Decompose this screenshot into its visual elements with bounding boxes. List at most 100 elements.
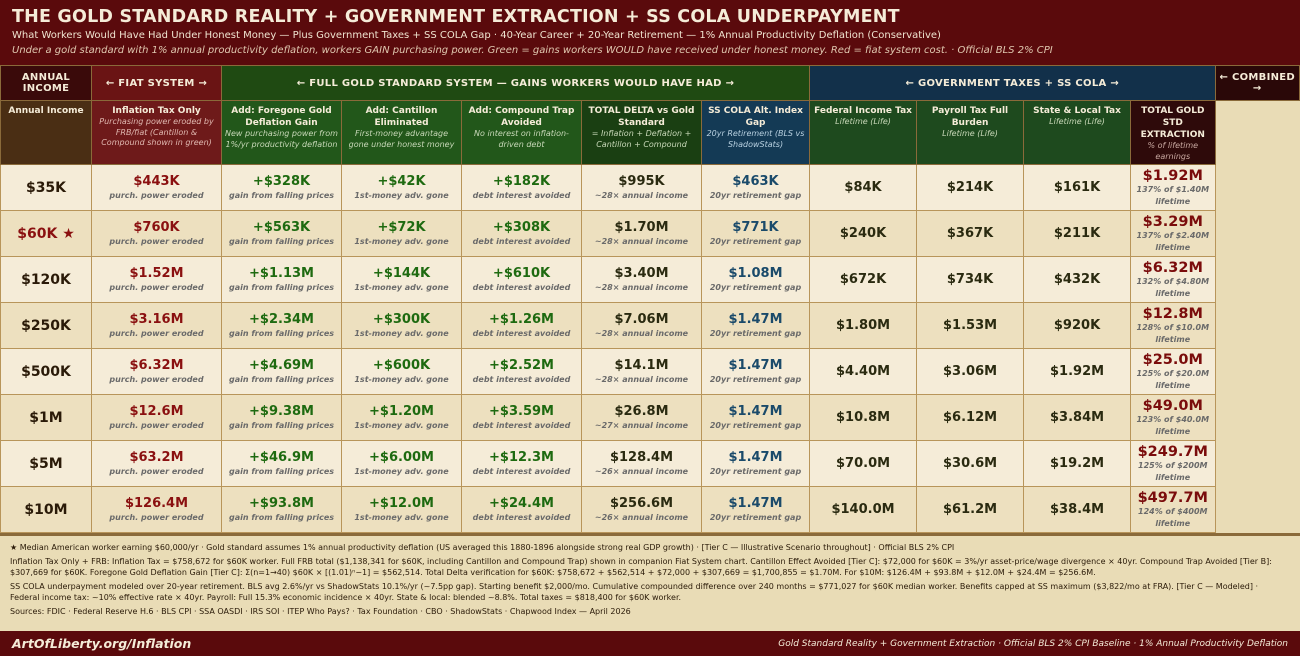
combined-note: 132% of $4.80M lifetime — [1136, 276, 1210, 298]
state-cell: $161K — [1023, 164, 1132, 211]
total-value: $995K — [618, 173, 665, 189]
inflation-cell: $12.6M purch. power eroded — [91, 394, 222, 441]
inflation-note: purch. power eroded — [109, 190, 204, 200]
group-combined: ← COMBINED → — [1214, 65, 1300, 101]
state-cell: $38.4M — [1023, 486, 1132, 533]
combined-note: 128% of $10.0M lifetime — [1136, 322, 1210, 344]
cola-value: $1.47M — [728, 449, 783, 465]
site-link[interactable]: ArtOfLiberty.org/Inflation — [12, 636, 192, 651]
column-note: % of lifetime earnings — [1147, 141, 1199, 161]
payroll-value: $734K — [946, 271, 994, 287]
cantillon-note: 1st-money adv. gone — [354, 420, 449, 430]
deflation-note: gain from falling prices — [228, 190, 335, 200]
column-title: SS COLA Alt. Index Gap — [708, 106, 803, 128]
column-title: Add: Compound Trap Avoided — [468, 106, 575, 128]
inflation-value: $6.32M — [129, 357, 184, 373]
cantillon-cell: +$72K 1st-money adv. gone — [341, 210, 462, 257]
state-cell: $432K — [1023, 256, 1132, 303]
cantillon-note: 1st-money adv. gone — [354, 374, 449, 384]
combined-value: $1.92M — [1142, 167, 1203, 184]
total-note: ~28× annual income — [594, 282, 689, 292]
cola-note: 20yr retirement gap — [709, 466, 802, 476]
federal-cell: $10.8M — [809, 394, 918, 441]
combined-value: $25.0M — [1142, 351, 1203, 368]
federal-cell: $4.40M — [809, 348, 918, 395]
combined-note: 124% of $400M lifetime — [1138, 506, 1208, 528]
column-title: Inflation Tax Only — [112, 106, 201, 116]
income-cell: $120K — [0, 256, 92, 303]
table-row: $1M $12.6M purch. power eroded +$9.38M gain … — [0, 394, 1300, 441]
compound-cell: +$3.59M debt interest avoided — [461, 394, 582, 441]
total-cell: $256.6M ~26× annual income — [581, 486, 702, 533]
state-cell: $1.92M — [1023, 348, 1132, 395]
inflation-value: $63.2M — [129, 449, 184, 465]
compound-note: debt interest avoided — [472, 420, 571, 430]
state-cell: $3.84M — [1023, 394, 1132, 441]
combined-cell: $12.8M 128% of $10.0M lifetime — [1130, 302, 1216, 349]
column-note: No interest on inflation-driven debt — [474, 129, 569, 149]
federal-value: $1.80M — [836, 317, 891, 333]
income-cell: $1M — [0, 394, 92, 441]
state-value: $211K — [1053, 225, 1101, 241]
combined-note: 137% of $2.40M lifetime — [1136, 230, 1210, 252]
cantillon-cell: +$6.00M 1st-money adv. gone — [341, 440, 462, 487]
cola-value: $1.08M — [728, 265, 783, 281]
state-cell: $920K — [1023, 302, 1132, 349]
compound-note: debt interest avoided — [472, 328, 571, 338]
column-title: State & Local Tax — [1033, 106, 1121, 116]
payroll-cell: $214K — [916, 164, 1025, 211]
compound-note: debt interest avoided — [472, 190, 571, 200]
compound-cell: +$308K debt interest avoided — [461, 210, 582, 257]
inflation-note: purch. power eroded — [109, 420, 204, 430]
column-title: TOTAL DELTA vs Gold Standard — [588, 106, 695, 128]
compound-cell: +$12.3M debt interest avoided — [461, 440, 582, 487]
cola-cell: $1.47M 20yr retirement gap — [700, 394, 811, 441]
deflation-cell: +$2.34M gain from falling prices — [221, 302, 342, 349]
deflation-value: +$4.69M — [249, 357, 314, 373]
cantillon-value: +$42K — [377, 173, 426, 189]
cola-cell: $1.08M 20yr retirement gap — [700, 256, 811, 303]
column-header: State & Local Tax Lifetime (Life) — [1023, 100, 1132, 165]
inflation-cell: $6.32M purch. power eroded — [91, 348, 222, 395]
cola-note: 20yr retirement gap — [709, 420, 802, 430]
total-value: $26.8M — [614, 403, 669, 419]
column-header: Annual Income — [0, 100, 92, 165]
cola-note: 20yr retirement gap — [709, 236, 802, 246]
column-header: Federal Income Tax Lifetime (Life) — [809, 100, 918, 165]
cola-cell: $1.47M 20yr retirement gap — [700, 348, 811, 395]
column-note: 20yr Retirement (BLS vs ShadowStats) — [706, 129, 805, 149]
cola-cell: $1.47M 20yr retirement gap — [700, 302, 811, 349]
table-row: $500K $6.32M purch. power eroded +$4.69M gai… — [0, 348, 1300, 395]
total-note: ~28× annual income — [594, 328, 689, 338]
compound-cell: +$2.52M debt interest avoided — [461, 348, 582, 395]
deflation-cell: +$328K gain from falling prices — [221, 164, 342, 211]
payroll-value: $30.6M — [943, 455, 998, 471]
inflation-value: $760K — [133, 219, 180, 235]
cantillon-value: +$6.00M — [369, 449, 434, 465]
deflation-value: +$46.9M — [249, 449, 314, 465]
column-title: Federal Income Tax — [814, 106, 912, 116]
income-cell: $10M — [0, 486, 92, 533]
income-cell: $60K ★ — [0, 210, 92, 257]
cantillon-note: 1st-money adv. gone — [354, 328, 449, 338]
payroll-value: $61.2M — [943, 501, 998, 517]
inflation-value: $443K — [133, 173, 180, 189]
total-cell: $14.1M ~28× annual income — [581, 348, 702, 395]
column-note: Lifetime (Life) — [942, 129, 998, 138]
column-note: Lifetime (Life) — [835, 117, 891, 126]
footnotes: ★ Median American worker earning $60,000… — [0, 533, 1300, 631]
payroll-cell: $61.2M — [916, 486, 1025, 533]
state-value: $432K — [1053, 271, 1101, 287]
combined-note: 123% of $40.0M lifetime — [1136, 414, 1210, 436]
cola-value: $463K — [732, 173, 779, 189]
federal-cell: $70.0M — [809, 440, 918, 487]
group-fiat-system: ← FIAT SYSTEM → — [91, 65, 222, 101]
payroll-cell: $30.6M — [916, 440, 1025, 487]
column-title: TOTAL GOLD STD EXTRACTION — [1140, 106, 1205, 140]
total-note: ~28× annual income — [594, 190, 689, 200]
compound-note: debt interest avoided — [472, 236, 571, 246]
total-note: ~28× annual income — [594, 236, 689, 246]
total-value: $7.06M — [614, 311, 669, 327]
compound-value: +$1.26M — [489, 311, 554, 327]
payroll-cell: $3.06M — [916, 348, 1025, 395]
